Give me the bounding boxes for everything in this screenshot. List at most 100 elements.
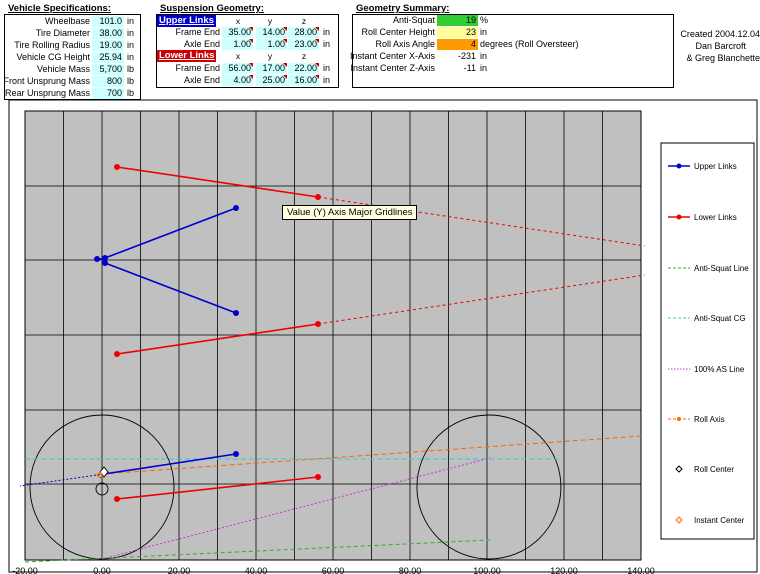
x-tick-label: 20.00	[168, 566, 191, 574]
summary-unit: in	[480, 63, 488, 73]
spec-unit: lb	[127, 64, 135, 74]
summary-unit: in	[480, 51, 488, 61]
legend-label: Roll Axis	[694, 415, 725, 424]
lower-link-point	[114, 164, 120, 170]
vehicle-specs-title: Vehicle Specifications:	[8, 3, 111, 14]
lower-link-extension	[317, 274, 646, 325]
x-tick-label: 100.00	[473, 566, 501, 574]
credit-author-2: & Greg Blanchette	[686, 53, 760, 63]
x-tick-label: 120.00	[550, 566, 578, 574]
summary-label: Anti-Squat	[392, 15, 435, 25]
legend-box	[660, 142, 755, 540]
legend-swatch-marker	[675, 516, 683, 524]
suspension-geometry-title: Suspension Geometry:	[160, 3, 264, 14]
upper-link-point	[102, 255, 108, 261]
legend-label: Anti-Squat CG	[694, 314, 746, 323]
summary-value-cell[interactable]: 4	[437, 39, 478, 50]
column-header-y: y	[267, 16, 273, 26]
spec-unit: in	[127, 16, 135, 26]
upper-link-side-line	[103, 453, 237, 475]
spec-label: Wheelbase	[44, 16, 90, 26]
upper-link-unit: in	[323, 39, 331, 49]
wheel-center-circle	[95, 482, 109, 496]
legend-label: Anti-Squat Line	[694, 264, 749, 273]
x-tick-label: 0.00	[93, 566, 111, 574]
upper-link-z-cell[interactable]: 28.00	[288, 27, 319, 38]
legend-swatch-marker	[677, 417, 681, 421]
summary-unit: in	[480, 27, 488, 37]
x-tick-label: 40.00	[245, 566, 268, 574]
legend-swatch-marker	[675, 465, 683, 473]
lower-link-z-cell[interactable]: 16.00	[288, 75, 319, 86]
upper-link-x-cell[interactable]: 1.00	[222, 39, 253, 50]
column-header-z: z	[301, 16, 307, 26]
x-tick-label: -20.00	[12, 566, 38, 574]
spec-label: Rear Unsprung Mass	[4, 88, 90, 98]
upper-link-point	[233, 205, 239, 211]
upper-link-z-cell[interactable]: 23.00	[288, 39, 319, 50]
lower-link-y-cell[interactable]: 17.00	[256, 63, 287, 74]
column-header-x: x	[235, 16, 241, 26]
summary-unit: %	[480, 15, 489, 25]
lower-link-x-cell[interactable]: 56.00	[222, 63, 253, 74]
spec-label: Tire Rolling Radius	[14, 40, 90, 50]
column-header-y: y	[267, 51, 273, 61]
spec-value-cell[interactable]: 5,700	[92, 64, 124, 75]
spec-value-cell[interactable]: 25.94	[92, 52, 124, 63]
column-header-z: z	[301, 51, 307, 61]
legend-swatch-marker	[676, 163, 682, 169]
spec-label: Vehicle CG Height	[16, 52, 90, 62]
instant-center-marker	[96, 471, 104, 479]
credit-author-1: Dan Barcroft	[695, 41, 746, 51]
100-percent-as-line	[101, 457, 491, 560]
summary-label: Instant Center X-Axis	[349, 51, 435, 61]
anti-squat-line	[24, 539, 491, 563]
summary-unit: degrees (Roll Oversteer)	[480, 39, 579, 49]
summary-label: Roll Center Height	[361, 27, 435, 37]
legend-label: Roll Center	[694, 465, 734, 474]
upper-link-y-cell[interactable]: 14.00	[256, 27, 287, 38]
spec-value-cell[interactable]: 700	[92, 88, 124, 99]
x-tick-label: 80.00	[399, 566, 422, 574]
spec-unit: in	[127, 28, 135, 38]
upper-link-row-label: Axle End	[183, 39, 220, 49]
upper-link-x-cell[interactable]: 35.00	[222, 27, 253, 38]
spec-value-cell[interactable]: 101.0	[92, 16, 124, 27]
spec-value-cell[interactable]: 19.00	[92, 40, 124, 51]
summary-value-cell[interactable]: -11	[437, 63, 478, 74]
spec-unit: lb	[127, 76, 135, 86]
summary-value-cell[interactable]: 19	[437, 15, 478, 26]
lower-links-header: Lower Links	[157, 50, 217, 62]
column-header-x: x	[235, 51, 241, 61]
lower-link-point	[114, 351, 120, 357]
spec-unit: in	[127, 52, 135, 62]
lower-link-y-cell[interactable]: 25.00	[256, 75, 287, 86]
roll-axis-line	[101, 435, 642, 475]
lower-link-point	[315, 194, 321, 200]
spec-value-cell[interactable]: 38.00	[92, 28, 124, 39]
lower-link-side-line	[116, 476, 319, 500]
upper-link-y-cell[interactable]: 1.00	[256, 39, 287, 50]
upper-link-point	[102, 260, 108, 266]
geometry-summary-title: Geometry Summary:	[356, 3, 450, 14]
upper-link-row-label: Frame End	[175, 27, 220, 37]
summary-label: Roll Axis Angle	[375, 39, 435, 49]
lower-link-point	[315, 321, 321, 327]
spec-label: Front Unsprung Mass	[3, 76, 90, 86]
lower-link-z-cell[interactable]: 22.00	[288, 63, 319, 74]
lower-link-line	[116, 323, 319, 355]
x-tick-label: 140.00	[627, 566, 655, 574]
upper-links-header: Upper Links	[157, 15, 216, 27]
upper-link-point	[94, 256, 100, 262]
summary-value-cell[interactable]: -231	[437, 51, 478, 62]
spec-label: Vehicle Mass	[36, 64, 90, 74]
suspension-chart[interactable]: -20.00 0.00 20.00 40.00 60.00 80.00 100.00 120.…	[0, 98, 760, 574]
chart-tooltip: Value (Y) Axis Major Gridlines	[282, 205, 418, 220]
rear-tire-circle	[416, 414, 562, 560]
spec-value-cell[interactable]: 800	[92, 76, 124, 87]
spec-unit: lb	[127, 88, 135, 98]
lower-link-line	[116, 166, 319, 198]
lower-link-x-cell[interactable]: 4.00	[222, 75, 253, 86]
summary-value-cell[interactable]: 23	[437, 27, 478, 38]
summary-label: Instant Center Z-Axis	[350, 63, 435, 73]
